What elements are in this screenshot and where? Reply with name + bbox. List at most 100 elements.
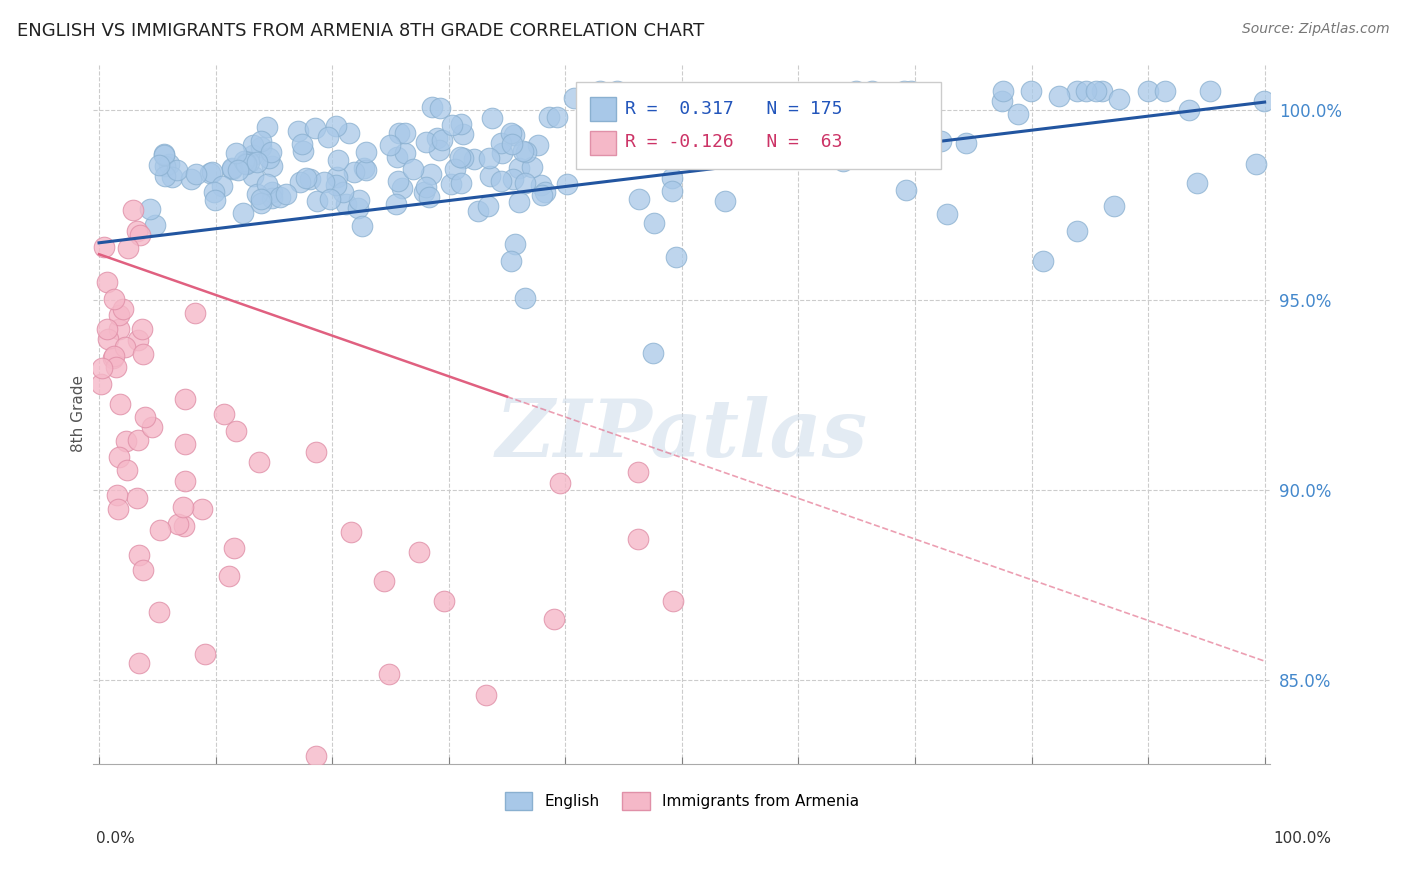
- Point: [373, 574, 395, 589]
- Point: [90, 377, 112, 392]
- Point: [305, 445, 328, 459]
- Point: [441, 118, 464, 132]
- Text: 100.0%: 100.0%: [1274, 831, 1331, 846]
- Point: [233, 154, 256, 169]
- Point: [555, 178, 578, 192]
- Point: [242, 138, 264, 153]
- Point: [246, 187, 269, 202]
- Point: [139, 202, 162, 216]
- Text: 0.0%: 0.0%: [96, 831, 135, 846]
- Point: [246, 154, 269, 169]
- Point: [114, 340, 136, 354]
- Point: [1066, 224, 1088, 238]
- Point: [186, 168, 208, 182]
- Point: [463, 152, 485, 166]
- FancyBboxPatch shape: [591, 97, 616, 121]
- Point: [257, 151, 280, 165]
- Point: [174, 437, 197, 451]
- Point: [132, 346, 155, 360]
- Point: [353, 161, 375, 175]
- Point: [211, 179, 233, 194]
- Point: [172, 500, 194, 514]
- Point: [125, 491, 148, 505]
- Point: [782, 150, 804, 164]
- Point: [347, 193, 370, 207]
- Point: [900, 84, 922, 98]
- Point: [149, 524, 172, 538]
- Point: [316, 130, 339, 145]
- Point: [291, 144, 314, 158]
- Point: [287, 124, 309, 138]
- Point: [328, 153, 350, 168]
- Point: [191, 501, 214, 516]
- Point: [502, 128, 524, 143]
- Legend: English, Immigrants from Armenia: English, Immigrants from Armenia: [498, 786, 865, 815]
- Point: [1253, 94, 1275, 108]
- Point: [1177, 103, 1199, 117]
- Point: [127, 434, 149, 448]
- Point: [562, 91, 585, 105]
- Point: [97, 332, 120, 346]
- Point: [530, 178, 553, 192]
- Point: [546, 111, 568, 125]
- Point: [332, 185, 354, 199]
- Point: [1108, 92, 1130, 106]
- Point: [408, 545, 430, 559]
- Point: [204, 194, 226, 208]
- Point: [173, 392, 195, 406]
- Point: [606, 84, 628, 98]
- Point: [250, 196, 273, 211]
- Point: [955, 136, 977, 151]
- Point: [117, 463, 139, 477]
- Point: [167, 517, 190, 532]
- Point: [534, 185, 557, 199]
- Point: [515, 291, 537, 305]
- Point: [198, 166, 221, 180]
- Point: [991, 84, 1014, 98]
- Point: [627, 466, 650, 480]
- Point: [269, 190, 291, 204]
- Point: [103, 292, 125, 306]
- Point: [388, 126, 411, 140]
- Point: [1185, 176, 1208, 190]
- Point: [122, 202, 145, 217]
- Point: [543, 612, 565, 626]
- Point: [224, 541, 246, 555]
- Point: [449, 150, 471, 164]
- Point: [325, 170, 347, 185]
- Point: [212, 407, 235, 421]
- Point: [108, 450, 131, 464]
- Point: [475, 688, 498, 702]
- Point: [143, 218, 166, 232]
- Point: [415, 179, 437, 194]
- Point: [443, 161, 465, 176]
- Point: [90, 360, 112, 375]
- Point: [202, 186, 225, 200]
- Point: [467, 204, 489, 219]
- Point: [662, 594, 685, 608]
- Point: [117, 241, 139, 255]
- Point: [640, 150, 662, 164]
- Point: [128, 548, 150, 562]
- Point: [103, 349, 125, 363]
- Point: [1102, 199, 1125, 213]
- Point: [589, 84, 612, 98]
- Point: [256, 120, 278, 135]
- Point: [128, 656, 150, 670]
- Y-axis label: 8th Grade: 8th Grade: [72, 376, 86, 452]
- Point: [834, 148, 856, 162]
- Point: [508, 161, 530, 175]
- FancyBboxPatch shape: [591, 130, 616, 155]
- Point: [127, 224, 149, 238]
- Point: [294, 171, 316, 186]
- Point: [422, 100, 444, 114]
- Point: [499, 253, 522, 268]
- Point: [714, 194, 737, 208]
- Point: [860, 89, 883, 103]
- Point: [439, 178, 461, 192]
- Point: [430, 132, 453, 146]
- Point: [159, 156, 181, 170]
- Point: [194, 647, 217, 661]
- Point: [250, 140, 273, 154]
- Point: [108, 322, 131, 336]
